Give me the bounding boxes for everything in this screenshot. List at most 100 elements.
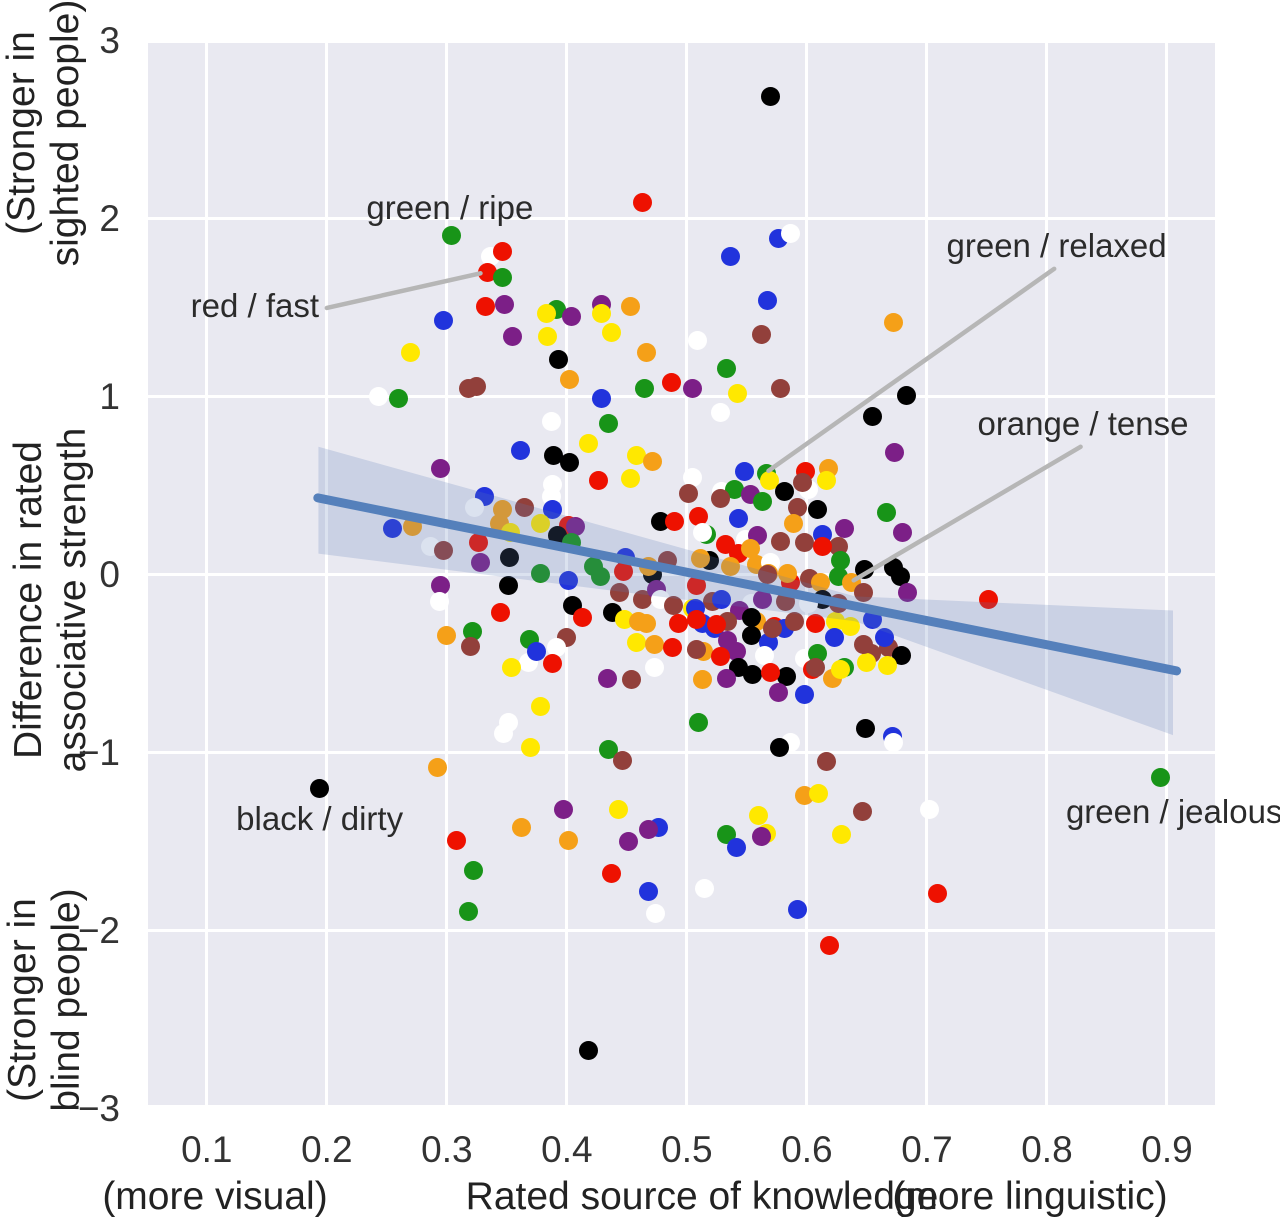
scatter-point — [458, 901, 478, 921]
scatter-point — [559, 453, 579, 473]
scatter-point — [683, 378, 703, 398]
x-axis-label-left: (more visual) — [102, 1175, 328, 1218]
x-tick-label: 0.1 — [181, 1129, 233, 1170]
scatter-point — [711, 647, 730, 667]
scatter-point — [751, 325, 771, 345]
scatter-point — [463, 860, 483, 880]
gridline-horizontal — [148, 1107, 1215, 1111]
y-axis-label-top-line2: sighted people) — [44, 0, 88, 267]
y-axis-label-top: (Stronger in sighted people) — [0, 0, 88, 298]
scatter-point — [664, 595, 684, 615]
y-tick-label: 1 — [99, 375, 120, 417]
scatter-point — [712, 590, 732, 610]
scatter-point — [646, 903, 666, 923]
scatter-point — [558, 570, 578, 590]
scatter-point — [638, 882, 658, 902]
scatter-point — [626, 633, 646, 653]
scatter-point — [693, 670, 712, 690]
annotation-green-jealous: green / jealous — [1065, 792, 1280, 830]
scatter-point — [831, 659, 851, 679]
y-axis-title-line1: Difference in rated — [7, 441, 50, 759]
scatter-point — [774, 481, 794, 501]
scatter-point — [613, 561, 633, 581]
scatter-point — [768, 682, 788, 702]
gridline-horizontal — [148, 395, 1215, 399]
scatter-point — [492, 268, 512, 288]
scatter-point — [775, 592, 795, 612]
scatter-point — [855, 560, 875, 580]
gridline-horizontal — [148, 751, 1215, 755]
scatter-point — [780, 223, 800, 243]
scatter-point — [883, 732, 903, 752]
y-tick-label: 2 — [99, 197, 120, 239]
scatter-point — [644, 634, 664, 654]
scatter-point — [813, 536, 833, 556]
x-tick-label: 0.2 — [301, 1129, 353, 1170]
annotation-green-relaxed: green / relaxed — [946, 226, 1167, 264]
scatter-point — [598, 668, 618, 688]
scatter-point — [638, 819, 658, 839]
scatter-point — [834, 519, 854, 539]
scatter-point — [727, 383, 747, 403]
scatter-point — [622, 670, 642, 690]
x-tick-label: 0.3 — [421, 1129, 473, 1170]
scatter-point — [502, 658, 522, 677]
scatter-point — [491, 602, 511, 622]
scatter-point — [368, 387, 388, 407]
scatter-point — [771, 378, 791, 398]
scatter-point — [726, 837, 746, 857]
y-tick-label: 0 — [99, 553, 120, 595]
scatter-point — [442, 225, 462, 245]
scatter-point — [662, 638, 682, 658]
scatter-point — [805, 658, 825, 677]
scatter-point — [498, 576, 518, 596]
y-tick-label: −2 — [77, 909, 120, 951]
scatter-point — [840, 617, 860, 637]
y-tick-label: −3 — [77, 1087, 120, 1129]
scatter-point — [542, 654, 562, 674]
scatter-point — [808, 499, 828, 519]
scatter-point — [687, 576, 706, 596]
scatter-point — [877, 656, 897, 676]
scatter-point — [620, 296, 640, 316]
scatter-point — [784, 513, 804, 533]
scatter-point — [578, 433, 598, 453]
scatter-point — [798, 593, 818, 613]
y-tick-label: 3 — [99, 20, 120, 61]
scatter-point — [658, 551, 678, 571]
scatter-point — [717, 358, 736, 378]
scatter-point — [468, 533, 488, 553]
annotation-orange-tense: orange / tense — [977, 404, 1189, 442]
scatter-point — [688, 330, 708, 350]
scatter-point — [592, 389, 612, 409]
scatter-point — [612, 750, 632, 770]
scatter-point — [632, 193, 652, 213]
x-axis-title: Rated source of knowledge — [465, 1175, 939, 1218]
plot-area — [148, 39, 1215, 1111]
scatter-point — [857, 652, 877, 672]
x-tick-label: 0.7 — [901, 1129, 953, 1170]
scatter-point — [635, 378, 655, 398]
scatter-point — [668, 613, 688, 633]
scatter-point — [805, 613, 825, 633]
scatter-point — [690, 549, 710, 569]
scatter-point — [588, 471, 608, 491]
scatter-point — [863, 407, 883, 427]
x-tick-label: 0.6 — [781, 1129, 833, 1170]
scatter-point — [433, 540, 453, 560]
scatter-point — [446, 830, 466, 850]
scatter-point — [735, 462, 754, 482]
scatter-point — [795, 684, 815, 704]
scatter-point — [389, 389, 409, 409]
scatter-point — [683, 467, 703, 487]
x-tick-label: 0.4 — [541, 1129, 593, 1170]
scatter-point — [755, 645, 775, 665]
scatter-point — [757, 291, 777, 311]
scatter-point — [883, 312, 903, 332]
scatter-point — [893, 522, 913, 542]
scatter-point — [383, 519, 403, 539]
scatter-point — [610, 583, 630, 603]
scatter-point — [437, 625, 457, 645]
scatter-point — [1151, 768, 1171, 788]
